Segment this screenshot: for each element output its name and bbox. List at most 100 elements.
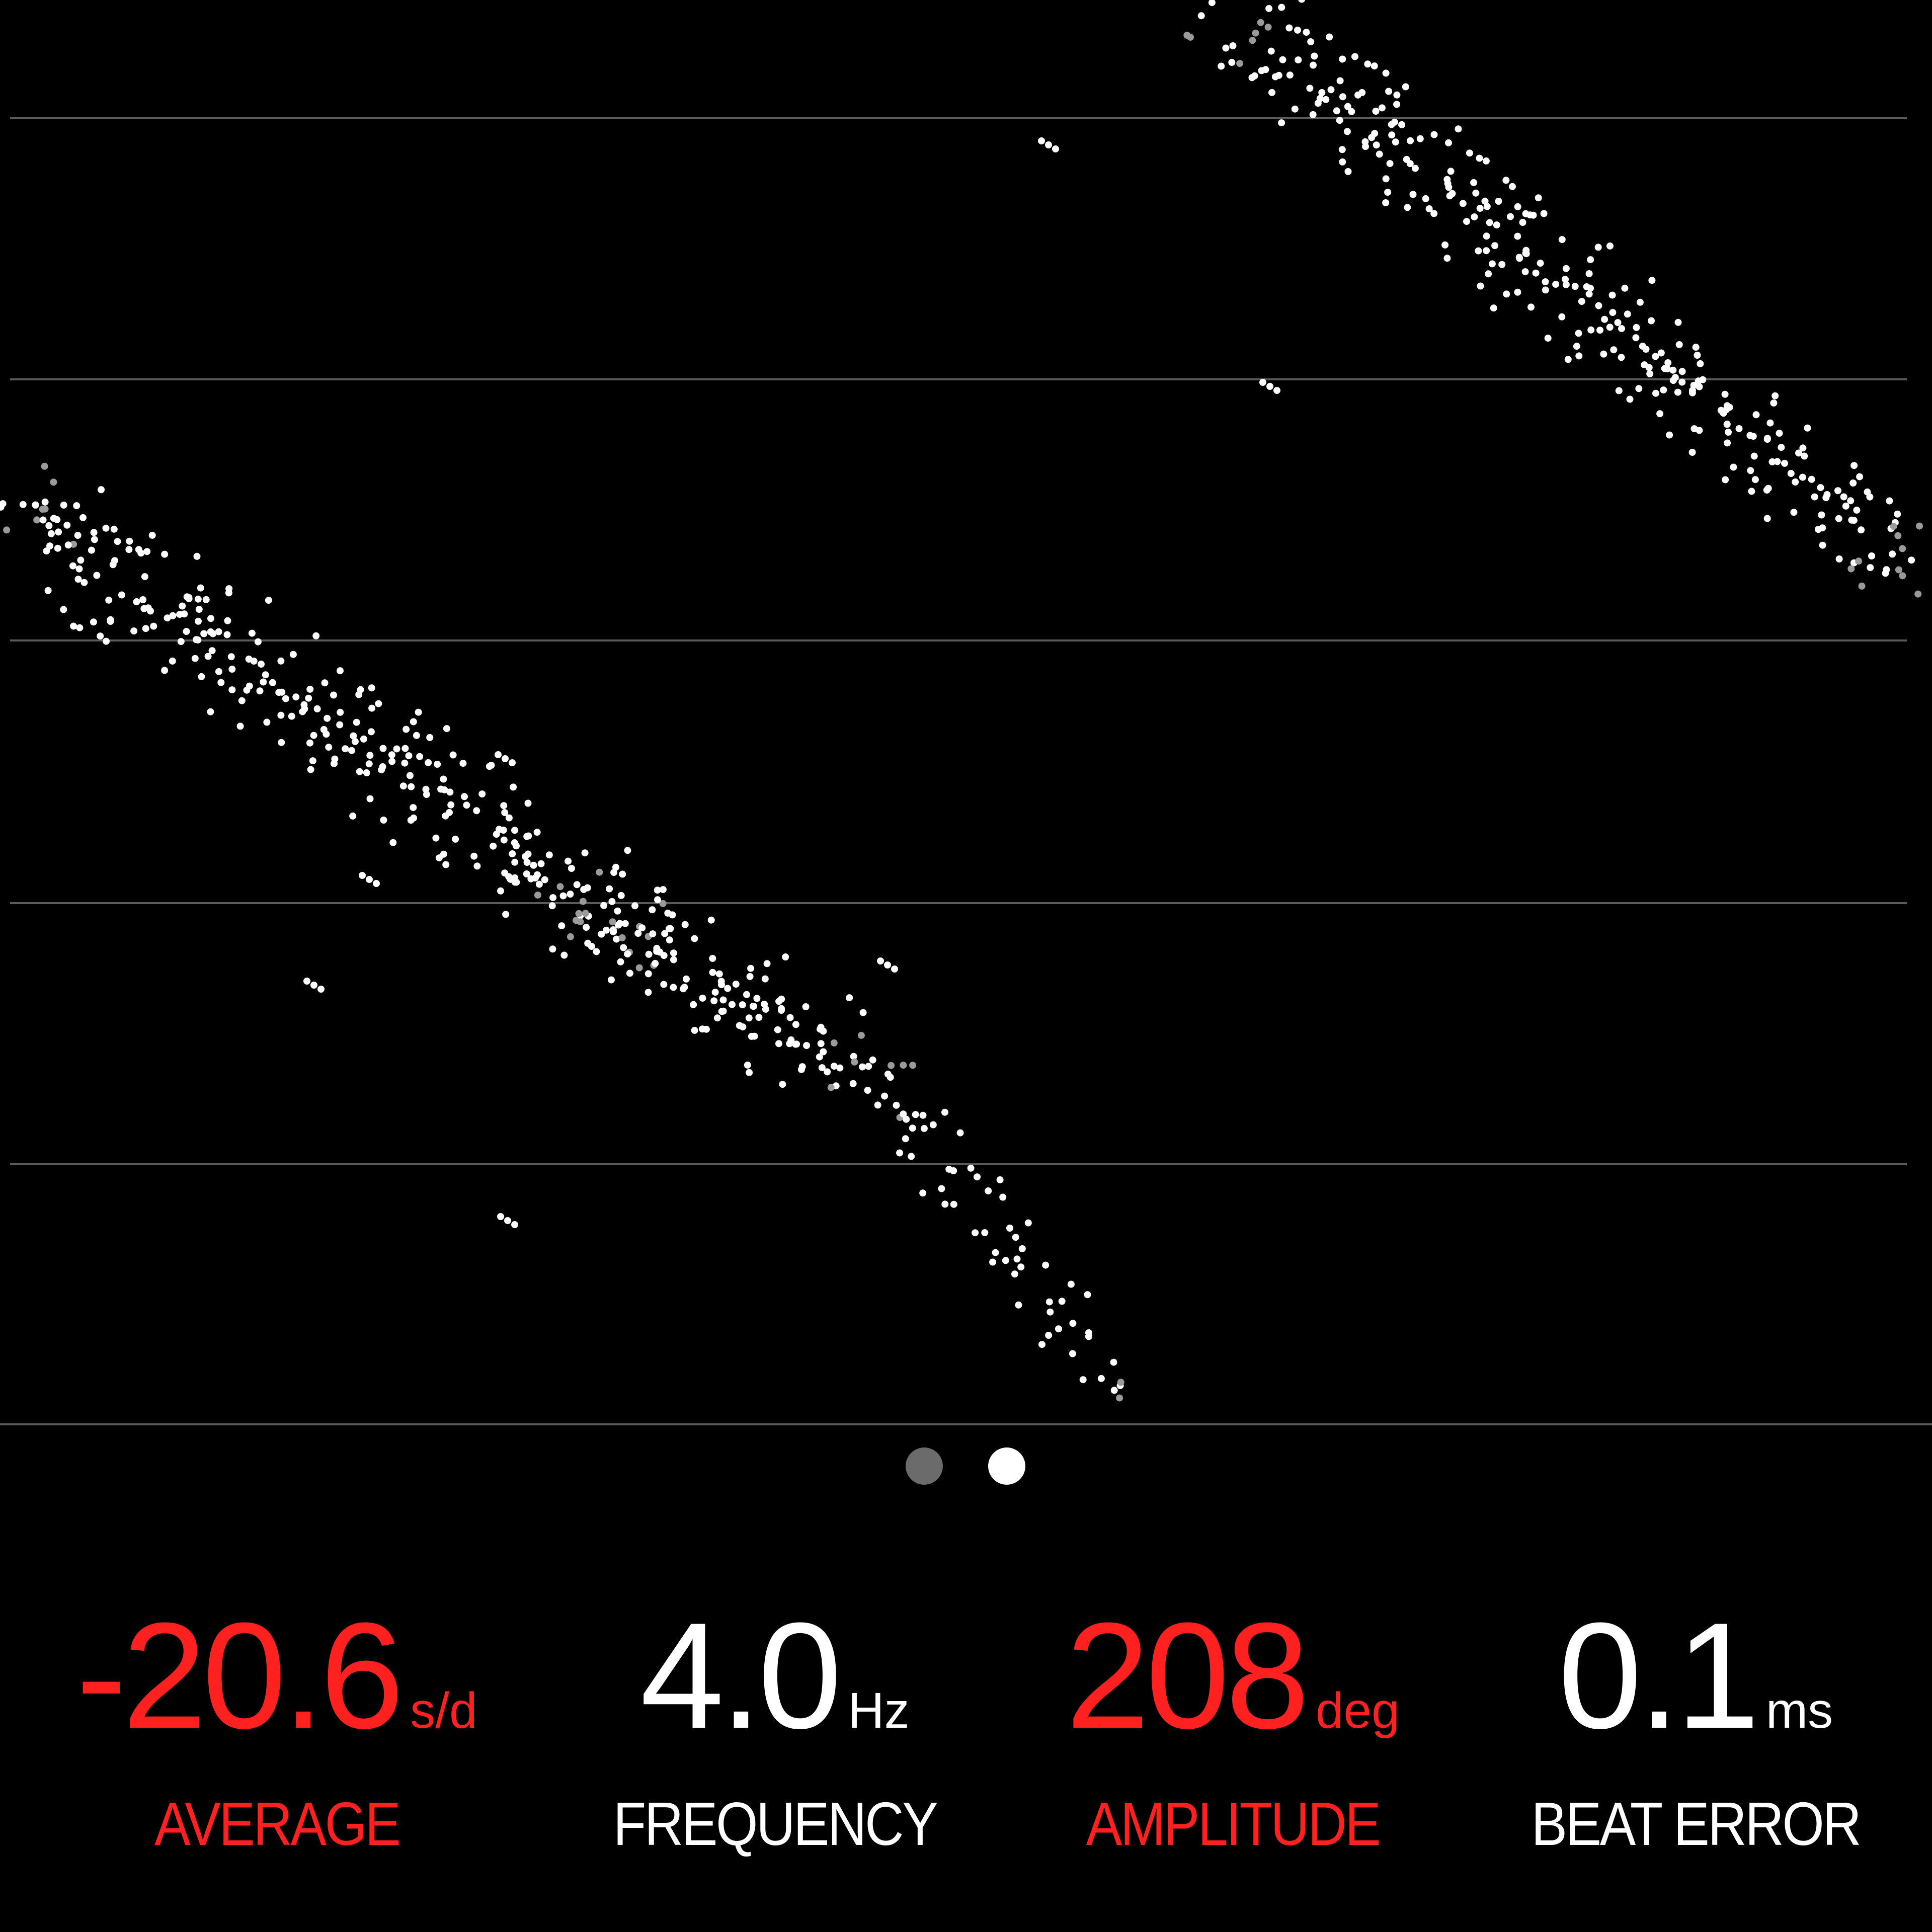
- trace-dot: [1339, 55, 1346, 63]
- trace-dot: [1847, 565, 1855, 573]
- trace-dot: [1521, 268, 1529, 276]
- trace-dot: [198, 673, 205, 680]
- trace-dot: [325, 744, 333, 751]
- trace-dot: [1416, 135, 1424, 142]
- trace-dot: [1509, 183, 1516, 190]
- trace-dot: [139, 596, 147, 603]
- trace-dot: [1564, 356, 1572, 363]
- trace-dot: [366, 876, 373, 883]
- trace-dot: [1867, 564, 1874, 572]
- trace-dot: [1674, 318, 1682, 326]
- trace-dot: [41, 462, 48, 470]
- trace-dot: [1537, 260, 1544, 267]
- trace-dot: [1006, 1225, 1013, 1232]
- trace-dot: [1258, 67, 1265, 74]
- trace-dot: [522, 853, 529, 860]
- trace-dot: [1519, 219, 1526, 226]
- trace-dot: [750, 1003, 757, 1010]
- trace-dot: [1441, 241, 1449, 249]
- trace-dot: [1626, 395, 1634, 403]
- trace-dot: [442, 812, 449, 820]
- trace-dot: [523, 859, 531, 866]
- trace-dot: [1723, 406, 1730, 414]
- page-indicator-1[interactable]: [906, 1447, 943, 1485]
- trace-dot: [150, 622, 157, 630]
- trace-dot: [1522, 250, 1530, 258]
- trace-dot: [1772, 392, 1779, 399]
- trace-dot: [1218, 62, 1225, 70]
- trace-dot: [745, 1014, 753, 1022]
- trace-dot: [275, 689, 283, 696]
- trace-dot: [1393, 101, 1401, 108]
- trace-dot: [350, 732, 357, 740]
- trace-dot: [608, 898, 616, 905]
- trace-dot: [1343, 128, 1351, 135]
- trace-dot: [903, 1115, 910, 1123]
- trace-dot: [1674, 388, 1681, 396]
- trace-dot: [64, 541, 72, 549]
- trace-dot: [1393, 91, 1401, 99]
- trace-dot: [896, 1149, 904, 1157]
- trace-dot: [1801, 452, 1808, 460]
- trace-dot: [1624, 310, 1631, 318]
- trace-dot: [1562, 265, 1570, 272]
- trace-dot: [191, 655, 199, 662]
- trace-dot: [502, 755, 509, 762]
- trace-dot: [747, 964, 755, 972]
- trace-dot: [282, 695, 289, 702]
- trace-dot: [1747, 467, 1754, 474]
- trace-dot: [816, 1053, 823, 1061]
- trace-dot: [621, 920, 629, 927]
- average-value: -20.6: [76, 1591, 404, 1760]
- trace-dot: [1562, 276, 1569, 283]
- trace-dot: [598, 930, 605, 938]
- trace-dot: [502, 911, 510, 918]
- trace-dot: [827, 1084, 835, 1091]
- trace-dot: [1763, 487, 1770, 494]
- stat-amplitude: 208 deg AMPLITUDE: [1006, 1600, 1459, 1857]
- trace-dot: [1371, 62, 1378, 70]
- trace-dot: [1835, 515, 1842, 522]
- trace-dot: [258, 661, 265, 668]
- trace-dot: [110, 525, 118, 533]
- trace-dot: [1339, 93, 1346, 101]
- stat-beat-error: 0.1 ms BEAT ERROR: [1469, 1600, 1922, 1857]
- trace-dot: [1571, 283, 1579, 290]
- trace-dot: [510, 783, 517, 791]
- trace-dot: [1688, 449, 1696, 456]
- trace-dot: [670, 949, 677, 957]
- trace-dot: [1847, 497, 1855, 505]
- trace-dot: [207, 615, 214, 622]
- trace-dot: [614, 907, 621, 915]
- trace-dot: [321, 679, 329, 687]
- trace-dot: [624, 950, 631, 958]
- trace-dot: [581, 849, 589, 857]
- trace-dot: [920, 1124, 928, 1132]
- trace-dot: [1490, 304, 1497, 312]
- trace-dot: [497, 887, 504, 895]
- trace-dot: [1067, 1280, 1075, 1288]
- trace-dot: [60, 606, 67, 613]
- trace-dot: [1430, 131, 1438, 138]
- trace-dot: [306, 685, 314, 693]
- trace-dot: [584, 884, 591, 892]
- trace-dot: [1045, 1332, 1053, 1339]
- trace-dot: [1265, 5, 1273, 12]
- trace-dot: [1046, 1308, 1054, 1316]
- trace-dot: [408, 783, 415, 790]
- trace-dot: [1618, 354, 1625, 361]
- trace-dot: [534, 892, 541, 899]
- page-indicator-2[interactable]: [988, 1447, 1025, 1485]
- trace-dot: [1540, 210, 1548, 217]
- trace-dot: [1502, 177, 1510, 184]
- trace-dot: [711, 989, 719, 996]
- trace-dot: [525, 832, 532, 840]
- trace-dot: [1752, 411, 1760, 419]
- trace-dot: [353, 718, 360, 726]
- trace-dot: [1542, 286, 1549, 294]
- trace-dot: [1691, 425, 1698, 433]
- trace-dot: [351, 738, 359, 745]
- trace-dot: [1481, 197, 1489, 205]
- trace-dot: [1575, 352, 1583, 360]
- trace-dot: [45, 522, 53, 529]
